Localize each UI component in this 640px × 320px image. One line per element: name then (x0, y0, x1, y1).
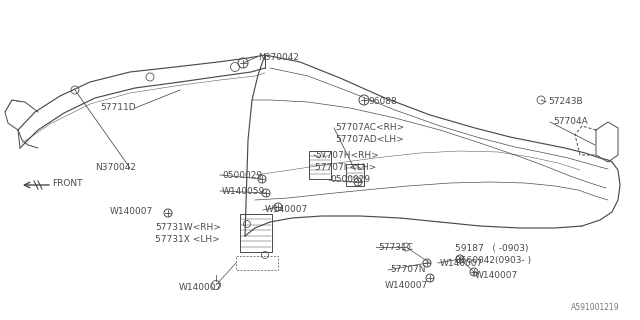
Text: 57707AC<RH>: 57707AC<RH> (335, 124, 404, 132)
Text: 57731C: 57731C (378, 243, 413, 252)
Text: 57731X <LH>: 57731X <LH> (155, 236, 220, 244)
Text: 57707AD<LH>: 57707AD<LH> (335, 135, 404, 145)
Text: W140007: W140007 (475, 270, 518, 279)
Text: W140007: W140007 (179, 284, 221, 292)
Text: W140007: W140007 (385, 281, 428, 290)
Text: 57711D: 57711D (100, 103, 136, 113)
Text: 59187   ( -0903): 59187 ( -0903) (455, 244, 529, 252)
Text: 0560042(0903- ): 0560042(0903- ) (455, 257, 531, 266)
Text: 57707N: 57707N (390, 266, 426, 275)
Text: W140007: W140007 (440, 259, 483, 268)
Bar (346, 164, 364, 186)
Text: W140007: W140007 (265, 205, 308, 214)
Text: A591001219: A591001219 (572, 303, 620, 312)
Text: 96088: 96088 (368, 98, 397, 107)
Text: 0500029: 0500029 (330, 175, 370, 185)
Text: W140059: W140059 (222, 187, 265, 196)
Text: 57731W<RH>: 57731W<RH> (155, 223, 221, 233)
Text: 0500029: 0500029 (222, 171, 262, 180)
Bar (309, 151, 331, 179)
Text: 57707H<RH>: 57707H<RH> (315, 150, 379, 159)
Text: FRONT: FRONT (52, 179, 83, 188)
Text: 57707I <LH>: 57707I <LH> (315, 163, 376, 172)
Text: N370042: N370042 (258, 52, 299, 61)
Text: N370042: N370042 (95, 164, 136, 172)
Text: 57243B: 57243B (548, 98, 582, 107)
Bar (240, 214, 272, 252)
Text: 57704A: 57704A (553, 117, 588, 126)
Text: W140007: W140007 (110, 207, 153, 217)
